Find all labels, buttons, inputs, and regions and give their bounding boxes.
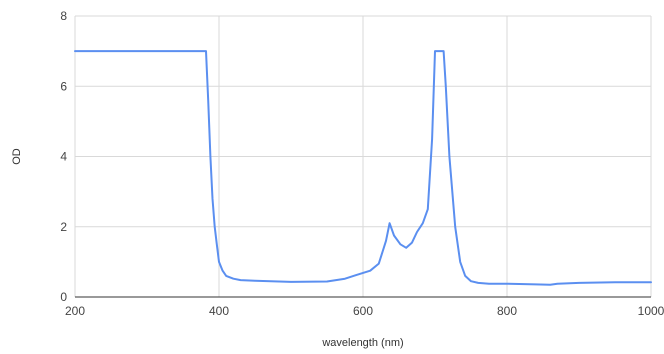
y-tick-label: 0 [60,290,67,304]
y-tick-label: 4 [60,150,67,164]
y-tick-label: 2 [60,220,67,234]
grid [74,15,652,297]
y-tick-label: 8 [60,9,67,23]
x-tick-labels: 200 400 600 800 1000 [65,304,664,318]
x-tick-label: 600 [353,304,373,318]
x-tick-label: 200 [65,304,85,318]
x-tick-label: 800 [497,304,517,318]
series-line [74,50,652,286]
x-axis-title: wavelength (nm) [321,337,403,349]
x-tick-label: 1000 [638,304,664,318]
y-tick-label: 6 [60,79,67,93]
y-tick-labels: 0 2 4 6 8 [60,9,67,304]
x-tick-label: 400 [209,304,229,318]
y-axis-title: OD [11,148,23,165]
